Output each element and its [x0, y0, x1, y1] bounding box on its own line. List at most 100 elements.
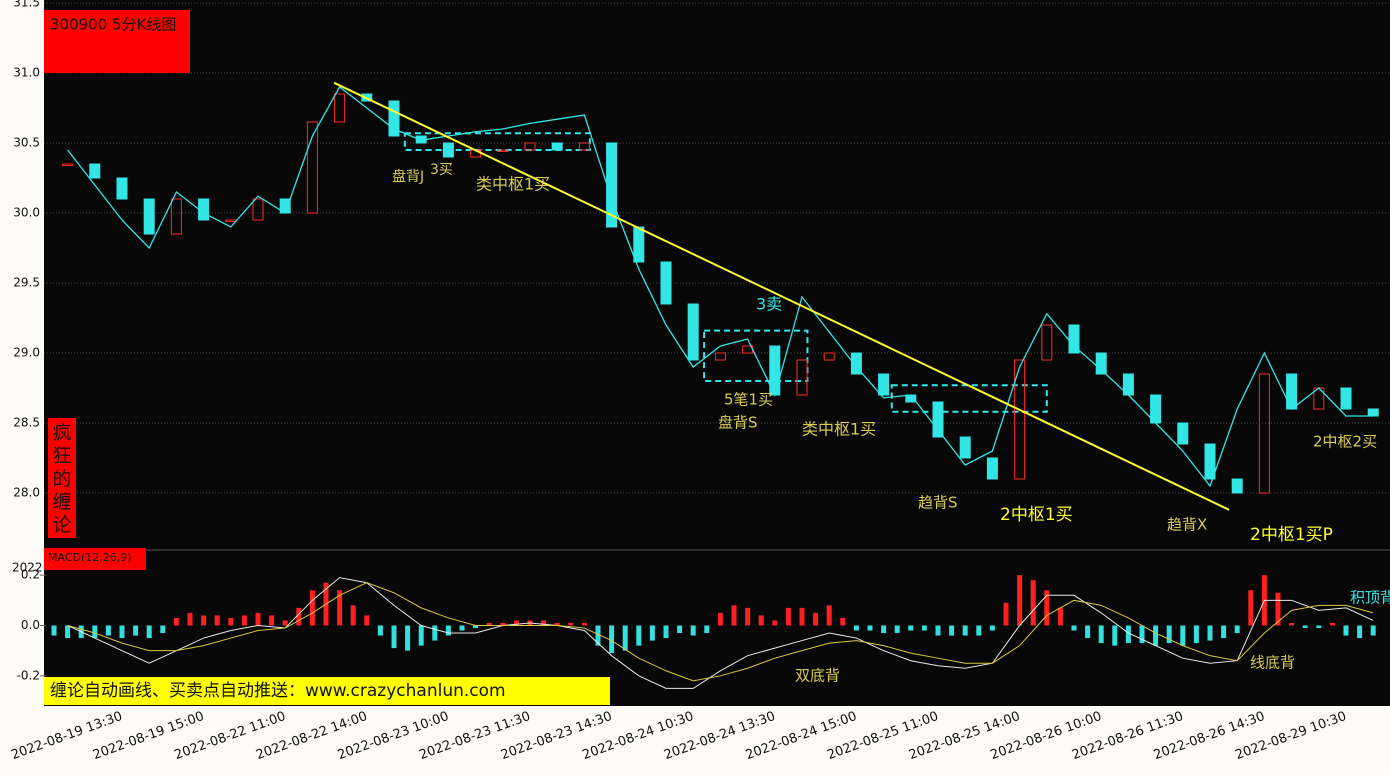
macd-bar	[989, 625, 995, 631]
header-label: 300900 5分K线图	[50, 16, 176, 34]
candle	[959, 436, 971, 459]
macd-bar	[255, 612, 261, 626]
macd-bar	[269, 615, 275, 626]
annotation: 盘背S	[718, 414, 758, 432]
macd-bar	[568, 622, 574, 626]
macd-bar	[377, 625, 383, 636]
macd-bar	[1112, 625, 1118, 646]
macd-bar	[1221, 625, 1227, 639]
candle	[660, 261, 672, 305]
macd-bar	[1166, 625, 1172, 644]
macd-bar	[296, 607, 302, 626]
annotation: 积顶背	[1350, 589, 1390, 607]
banner: 缠论自动画线、买卖点自动推送：www.crazychanlun.com	[50, 681, 506, 701]
candle	[1068, 324, 1080, 354]
macd-bar	[826, 605, 832, 626]
macd-bar	[921, 625, 927, 631]
candle	[334, 93, 346, 123]
y-tick-label: 30.0	[13, 206, 40, 220]
y-tick-label: 0.0	[21, 618, 40, 632]
macd-bar	[1275, 592, 1281, 626]
candle	[524, 142, 536, 151]
vertical-label: 疯狂的缠论	[52, 422, 71, 536]
macd-bar	[935, 625, 941, 636]
macd-bar	[65, 625, 71, 639]
annotation: 趋背S	[918, 494, 958, 512]
macd-bar	[1085, 625, 1091, 639]
macd-bar	[840, 617, 846, 626]
y-tick-label: 31.5	[13, 0, 40, 10]
macd-bar	[772, 620, 778, 626]
macd-bar	[173, 617, 179, 626]
macd-bar	[1316, 625, 1322, 628]
macd-bar	[1357, 625, 1363, 639]
macd-bar	[622, 625, 628, 651]
macd-bar	[1030, 580, 1036, 626]
candle	[986, 457, 998, 480]
macd-bar	[241, 615, 247, 626]
macd-bar	[1370, 625, 1376, 636]
vertical-label-box	[48, 418, 76, 538]
candle	[796, 359, 808, 396]
macd-bar	[187, 612, 193, 626]
macd-bar	[1234, 625, 1240, 634]
macd-bar	[1302, 625, 1308, 628]
macd-bar	[350, 605, 356, 626]
y-tick-label: 28.5	[13, 416, 40, 430]
y-tick-label: 29.5	[13, 276, 40, 290]
macd-bar	[663, 625, 669, 639]
candle	[578, 142, 590, 151]
candle	[878, 373, 890, 396]
candle	[1258, 373, 1270, 494]
macd-bar	[1153, 625, 1159, 646]
corner-text: 2022	[12, 561, 43, 575]
candle	[62, 163, 74, 166]
macd-bar	[704, 625, 710, 634]
macd-bar	[473, 625, 479, 628]
macd-bar	[677, 625, 683, 634]
annotation: 类中枢1买	[476, 175, 550, 194]
macd-bar	[717, 612, 723, 626]
candle	[497, 149, 509, 152]
macd-bar	[962, 625, 968, 636]
candle	[932, 401, 944, 438]
macd-bar	[1180, 625, 1186, 646]
macd-bar	[418, 625, 424, 646]
annotation: 2中枢2买	[1313, 433, 1377, 451]
banner-box	[44, 677, 610, 705]
macd-bar	[500, 622, 506, 626]
macd-bar	[1139, 625, 1145, 644]
macd-bar	[690, 625, 696, 636]
candle	[1340, 387, 1352, 410]
trend-line	[333, 81, 1230, 511]
macd-bar	[92, 625, 98, 639]
annotation: 盘背J	[392, 168, 424, 185]
annotation: 5笔1买	[724, 391, 773, 409]
candle	[1041, 324, 1053, 361]
macd-bar	[1248, 590, 1254, 626]
macd-bar	[609, 625, 615, 654]
macd-bar	[1057, 607, 1063, 626]
macd-bar	[785, 607, 791, 626]
macd-bar	[282, 620, 288, 626]
macd-bar	[1193, 625, 1199, 644]
y-tick-label: 30.5	[13, 136, 40, 150]
macd-bar	[51, 625, 57, 636]
macd-bar	[1003, 602, 1009, 626]
macd-bar	[486, 622, 492, 626]
candle	[388, 100, 400, 137]
candle	[116, 177, 128, 200]
macd-bar	[731, 605, 737, 626]
macd-bar	[949, 625, 955, 636]
macd-bar	[459, 625, 465, 631]
candle	[1095, 352, 1107, 375]
candle	[1177, 422, 1189, 445]
annotation: 3卖	[756, 295, 782, 314]
macd-bar	[1125, 625, 1131, 644]
macd-bar	[146, 625, 152, 639]
macd-bar	[1017, 575, 1023, 626]
macd-bar	[1044, 590, 1050, 626]
macd-bar	[228, 617, 234, 626]
candle	[306, 121, 318, 214]
